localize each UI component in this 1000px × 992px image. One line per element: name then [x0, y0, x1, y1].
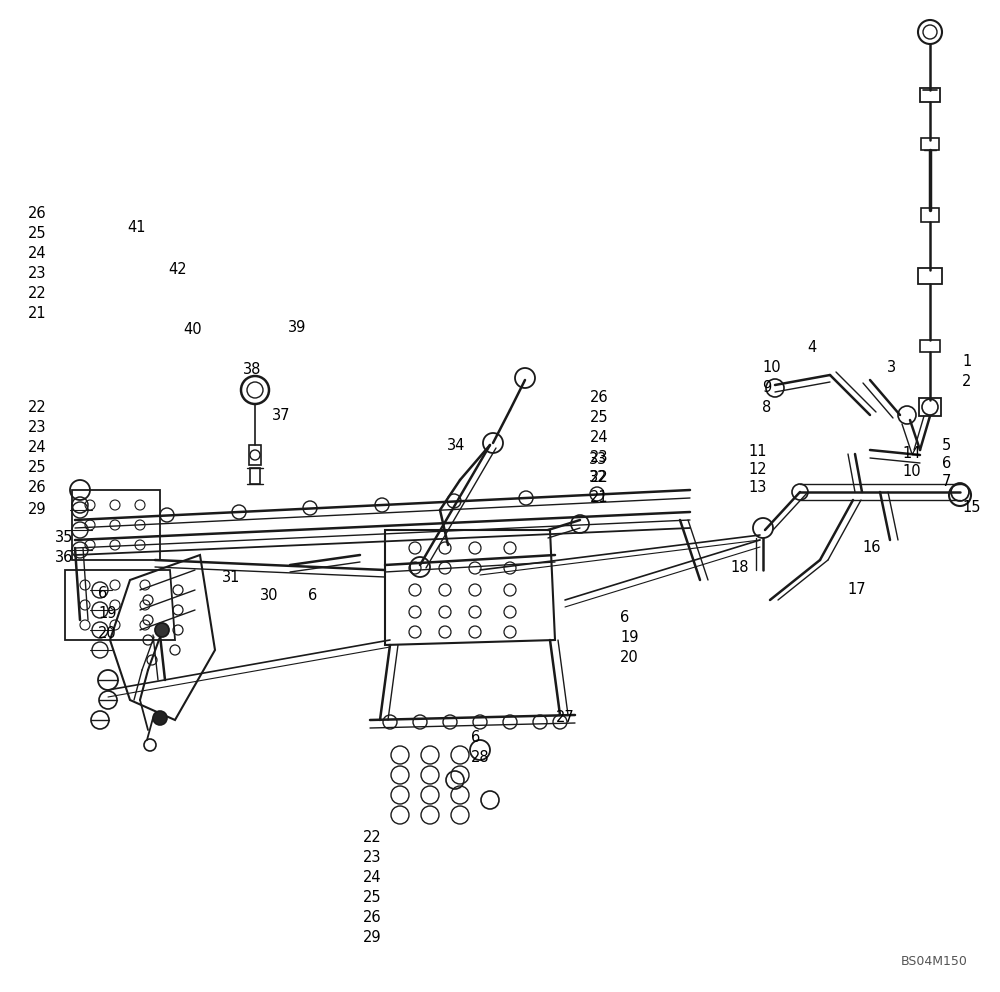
Bar	[250, 468, 260, 484]
Text: 19: 19	[620, 631, 639, 646]
Text: 3: 3	[887, 360, 896, 376]
Text: 24: 24	[363, 871, 382, 886]
Text: 28: 28	[471, 751, 490, 766]
Text: 14: 14	[902, 445, 920, 460]
Text: 17: 17	[847, 582, 866, 597]
Text: 24: 24	[28, 245, 47, 261]
Bar	[921, 138, 939, 150]
Text: 32: 32	[589, 470, 608, 485]
Text: 20: 20	[98, 626, 117, 641]
Bar	[920, 340, 940, 352]
Text: 6: 6	[942, 455, 951, 470]
Text: 16: 16	[862, 541, 881, 556]
Text: BS04M150: BS04M150	[901, 955, 968, 968]
Text: 12: 12	[748, 462, 767, 477]
Text: 27: 27	[556, 710, 575, 725]
Text: 6: 6	[98, 585, 107, 600]
Text: 8: 8	[762, 401, 771, 416]
Text: 22: 22	[590, 470, 609, 485]
Text: 4: 4	[807, 340, 816, 355]
Text: 18: 18	[730, 560, 748, 575]
Text: 34: 34	[447, 437, 465, 452]
Text: 33: 33	[589, 452, 607, 467]
Text: 26: 26	[28, 205, 47, 220]
Text: 10: 10	[762, 360, 781, 376]
Text: 26: 26	[28, 480, 47, 495]
Text: 21: 21	[28, 306, 47, 320]
Text: 22: 22	[28, 401, 47, 416]
Circle shape	[153, 711, 167, 725]
Text: 25: 25	[28, 225, 47, 240]
Text: 11: 11	[748, 444, 767, 459]
Bar	[919, 398, 941, 416]
Bar	[249, 445, 261, 465]
Text: 26: 26	[590, 391, 609, 406]
Text: 25: 25	[363, 891, 382, 906]
Text: 25: 25	[590, 411, 609, 426]
Text: 23: 23	[590, 450, 608, 465]
Circle shape	[155, 623, 169, 637]
Text: 2: 2	[962, 375, 971, 390]
Text: 30: 30	[260, 587, 278, 602]
Text: 24: 24	[590, 431, 609, 445]
Text: 25: 25	[28, 460, 47, 475]
Text: 29: 29	[363, 930, 382, 945]
Text: 36: 36	[55, 551, 73, 565]
Text: 23: 23	[28, 266, 46, 281]
Text: 6: 6	[471, 730, 480, 746]
Bar	[920, 88, 940, 102]
Text: 21: 21	[590, 490, 609, 506]
Text: 9: 9	[762, 381, 771, 396]
Text: 15: 15	[962, 501, 980, 516]
Text: 7: 7	[942, 473, 951, 488]
Text: 35: 35	[55, 531, 73, 546]
Text: 6: 6	[620, 610, 629, 626]
Text: 29: 29	[28, 503, 47, 518]
Text: 10: 10	[902, 463, 921, 478]
Bar	[921, 208, 939, 222]
Text: 42: 42	[168, 263, 187, 278]
Text: 22: 22	[363, 830, 382, 845]
Text: 39: 39	[288, 320, 306, 335]
Circle shape	[923, 25, 937, 39]
Text: 5: 5	[942, 437, 951, 452]
Text: 19: 19	[98, 605, 116, 621]
Text: 31: 31	[222, 570, 240, 585]
Text: 38: 38	[243, 362, 261, 378]
Text: 1: 1	[962, 354, 971, 369]
Text: 6: 6	[308, 587, 317, 602]
Text: 20: 20	[620, 651, 639, 666]
Text: 26: 26	[363, 911, 382, 926]
Text: 40: 40	[183, 322, 202, 337]
Text: 23: 23	[28, 421, 46, 435]
Bar	[918, 268, 942, 284]
Text: 23: 23	[363, 850, 382, 865]
Text: 24: 24	[28, 440, 47, 455]
Text: 22: 22	[28, 286, 47, 301]
Text: 37: 37	[272, 408, 290, 423]
Text: 13: 13	[748, 480, 766, 495]
Text: 41: 41	[127, 220, 146, 235]
